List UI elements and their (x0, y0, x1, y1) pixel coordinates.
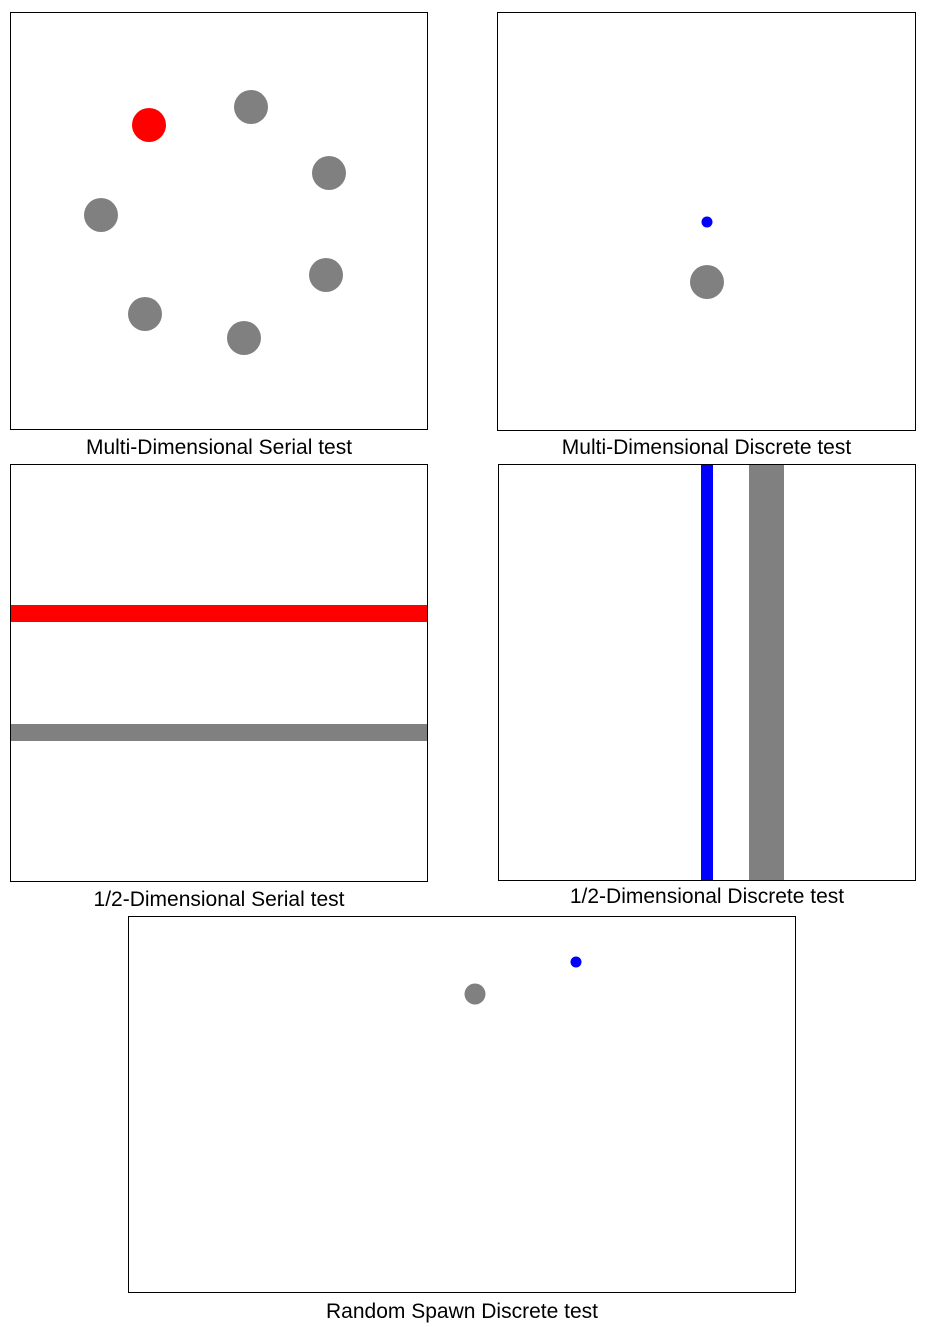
blue-cursor-dot (570, 956, 582, 968)
multi-dimensional-discrete-canvas (690, 216, 724, 299)
random-spawn-discrete-panel (128, 916, 796, 1293)
blue-cursor-dot (701, 216, 713, 228)
gray-circle (690, 265, 724, 299)
gray-circle (227, 321, 261, 355)
random-spawn-discrete-canvas (464, 956, 582, 1005)
red-target-bar (11, 605, 427, 622)
gray-circle (309, 258, 343, 292)
gray-circle (84, 198, 118, 232)
gray-circle (234, 90, 268, 124)
half-dimensional-serial-canvas (11, 605, 427, 741)
gray-circle (464, 983, 486, 1005)
panel-caption: 1/2-Dimensional Serial test (93, 888, 345, 911)
panel-caption: Random Spawn Discrete test (326, 1300, 598, 1323)
blue-cursor-bar (701, 465, 713, 880)
gray-circle (128, 297, 162, 331)
gray-bar (749, 465, 784, 880)
panel-caption: 1/2-Dimensional Discrete test (569, 885, 845, 908)
panel-caption: Multi-Dimensional Serial test (85, 436, 353, 459)
half-dimensional-discrete-panel (498, 464, 916, 881)
red-target-circle (132, 108, 166, 142)
gray-bar (11, 724, 427, 741)
panel-caption: Multi-Dimensional Discrete test (561, 436, 852, 459)
half-dimensional-discrete-canvas (701, 465, 784, 880)
half-dimensional-serial-panel (10, 464, 428, 882)
gray-circle (312, 156, 346, 190)
multi-dimensional-serial-canvas (84, 90, 346, 355)
multi-dimensional-discrete-panel (497, 12, 916, 431)
multi-dimensional-serial-panel (10, 12, 428, 430)
